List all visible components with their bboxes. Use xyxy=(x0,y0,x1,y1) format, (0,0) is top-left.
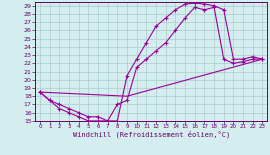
X-axis label: Windchill (Refroidissement éolien,°C): Windchill (Refroidissement éolien,°C) xyxy=(73,131,230,138)
